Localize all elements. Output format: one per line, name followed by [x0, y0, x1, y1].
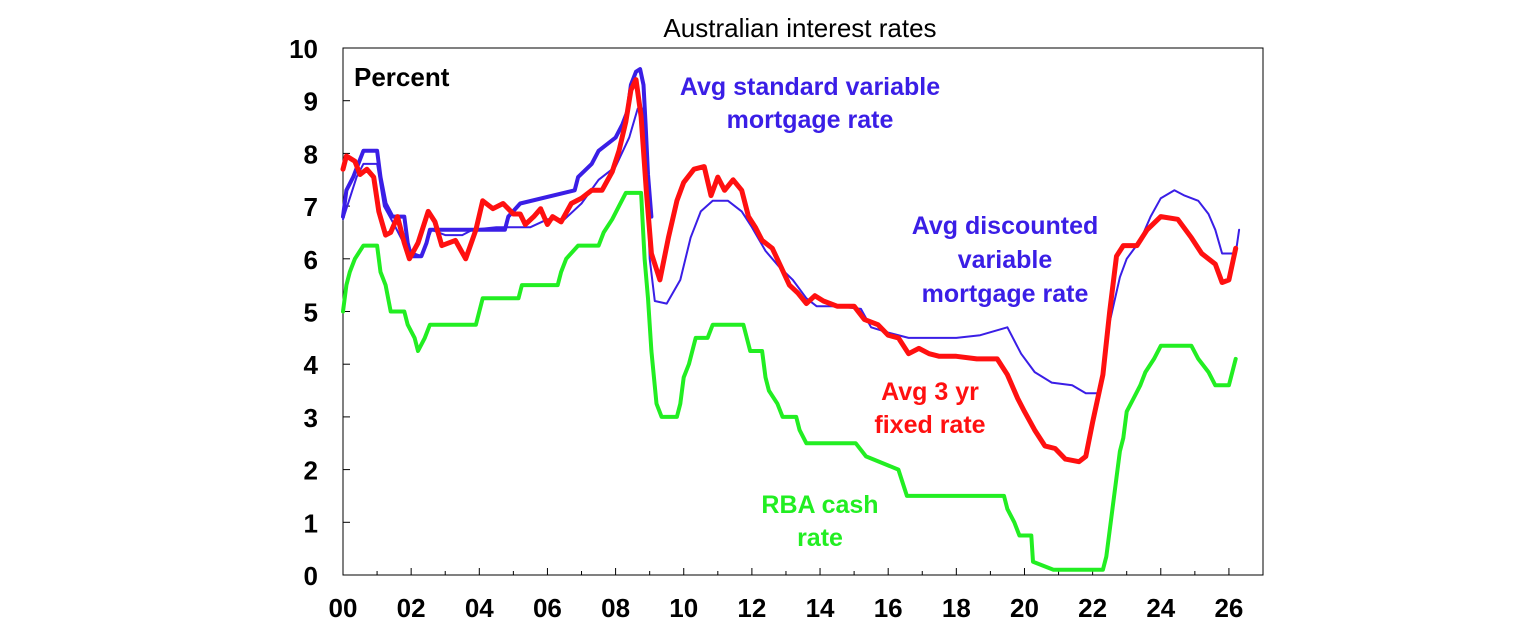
x-tick-label: 26 — [1214, 593, 1243, 623]
series-line-0 — [341, 67, 654, 259]
annotation-discounted-variable-line-2: variable — [958, 246, 1053, 274]
y-tick-label: 6 — [304, 245, 318, 275]
annotation-cash-rate-line-2: rate — [797, 524, 843, 552]
y-tick-label: 8 — [304, 139, 318, 169]
series-line-3 — [341, 190, 1238, 572]
x-tick-label: 24 — [1146, 593, 1175, 623]
x-tick-label: 10 — [669, 593, 698, 623]
y-tick-label: 7 — [304, 192, 318, 222]
y-tick-label: 9 — [304, 87, 318, 117]
y-tick-label: 5 — [304, 298, 318, 328]
series-group — [340, 67, 1241, 572]
x-tick-label: 04 — [465, 593, 494, 623]
y-tick-label: 10 — [289, 34, 318, 64]
x-tick-label: 18 — [942, 593, 971, 623]
annotation-cash-rate-line-1: RBA cash — [761, 491, 878, 519]
annotation-standard-variable-line-1: Avg standard variable — [680, 73, 940, 101]
annotation-discounted-variable-line-1: Avg discounted — [912, 212, 1099, 240]
annotation-3yr-fixed-line-1: Avg 3 yr — [881, 378, 979, 406]
y-tick-label: 2 — [304, 456, 318, 486]
annotation-3yr-fixed: Avg 3 yr fixed rate — [874, 378, 985, 439]
series-line-2 — [340, 77, 1239, 465]
y-tick-label: 3 — [304, 403, 318, 433]
y-tick-label: 1 — [304, 508, 318, 538]
x-tick-label: 20 — [1010, 593, 1039, 623]
x-tick-label: 08 — [601, 593, 630, 623]
x-tick-label: 16 — [874, 593, 903, 623]
x-tick-label: 06 — [533, 593, 562, 623]
annotation-standard-variable-line-2: mortgage rate — [727, 106, 894, 134]
y-axis: 0 1 2 3 4 5 6 7 8 9 10 — [289, 34, 350, 591]
y-tick-label: 4 — [304, 350, 319, 380]
annotation-discounted-variable-line-3: mortgage rate — [922, 280, 1089, 308]
chart-title: Australian interest rates — [663, 13, 936, 43]
x-tick-label: 00 — [329, 593, 358, 623]
x-tick-label: 12 — [737, 593, 766, 623]
y-tick-label: 0 — [304, 561, 318, 591]
annotation-3yr-fixed-line-2: fixed rate — [874, 411, 985, 439]
annotation-standard-variable: Avg standard variable mortgage rate — [680, 73, 940, 134]
annotation-cash-rate: RBA cash rate — [761, 491, 878, 552]
x-tick-label: 14 — [806, 593, 835, 623]
annotation-discounted-variable: Avg discounted variable mortgage rate — [912, 212, 1099, 308]
x-tick-label: 02 — [397, 593, 426, 623]
x-axis: 00 02 04 06 08 10 12 14 16 18 20 22 24 26 — [329, 568, 1264, 623]
x-tick-label: 22 — [1078, 593, 1107, 623]
unit-label: Percent — [354, 62, 450, 92]
